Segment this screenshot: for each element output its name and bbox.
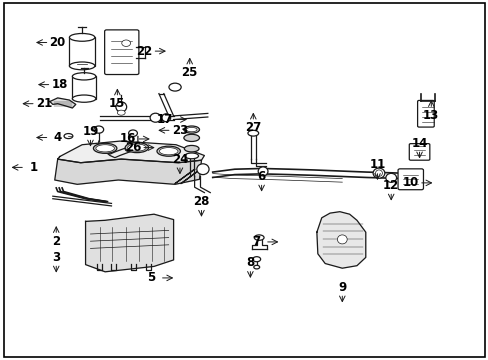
Ellipse shape bbox=[150, 113, 161, 122]
Ellipse shape bbox=[64, 134, 73, 139]
Text: 26: 26 bbox=[124, 141, 141, 154]
Ellipse shape bbox=[122, 40, 130, 46]
Text: 13: 13 bbox=[422, 109, 439, 122]
Ellipse shape bbox=[72, 95, 96, 102]
Polygon shape bbox=[50, 98, 76, 108]
Ellipse shape bbox=[375, 170, 382, 176]
Text: 2: 2 bbox=[52, 235, 60, 248]
Ellipse shape bbox=[183, 126, 199, 133]
Ellipse shape bbox=[162, 114, 170, 122]
Text: 27: 27 bbox=[244, 121, 261, 134]
Text: 5: 5 bbox=[147, 271, 155, 284]
Ellipse shape bbox=[184, 153, 198, 159]
Ellipse shape bbox=[128, 130, 137, 136]
Ellipse shape bbox=[372, 168, 384, 178]
Ellipse shape bbox=[253, 265, 259, 269]
Text: 11: 11 bbox=[368, 158, 385, 171]
Polygon shape bbox=[72, 76, 96, 99]
FancyBboxPatch shape bbox=[408, 144, 429, 160]
Ellipse shape bbox=[254, 235, 264, 240]
Ellipse shape bbox=[133, 142, 142, 147]
Ellipse shape bbox=[94, 126, 103, 133]
Ellipse shape bbox=[252, 257, 260, 262]
Ellipse shape bbox=[196, 164, 209, 175]
Ellipse shape bbox=[125, 143, 148, 153]
Ellipse shape bbox=[117, 110, 125, 115]
Text: 10: 10 bbox=[402, 176, 418, 189]
Ellipse shape bbox=[184, 145, 199, 152]
Ellipse shape bbox=[69, 62, 95, 70]
Text: 23: 23 bbox=[171, 124, 188, 137]
FancyBboxPatch shape bbox=[417, 100, 433, 127]
Text: 4: 4 bbox=[54, 131, 61, 144]
Text: 17: 17 bbox=[157, 113, 173, 126]
Ellipse shape bbox=[127, 144, 146, 151]
Text: 15: 15 bbox=[109, 97, 125, 110]
Ellipse shape bbox=[247, 130, 258, 136]
Text: 18: 18 bbox=[51, 78, 68, 91]
Ellipse shape bbox=[258, 167, 267, 176]
Ellipse shape bbox=[159, 148, 178, 155]
FancyBboxPatch shape bbox=[397, 169, 423, 190]
Text: 12: 12 bbox=[382, 179, 399, 192]
Ellipse shape bbox=[337, 235, 346, 244]
Ellipse shape bbox=[96, 145, 114, 152]
Text: 6: 6 bbox=[257, 170, 265, 183]
Polygon shape bbox=[55, 159, 201, 184]
Text: 3: 3 bbox=[52, 251, 60, 264]
Text: 25: 25 bbox=[181, 66, 198, 79]
Text: 19: 19 bbox=[82, 125, 99, 138]
Text: 24: 24 bbox=[171, 153, 188, 166]
Ellipse shape bbox=[157, 146, 180, 156]
Polygon shape bbox=[85, 214, 173, 272]
Text: 8: 8 bbox=[246, 256, 254, 269]
Text: 7: 7 bbox=[252, 235, 260, 248]
Text: 28: 28 bbox=[193, 195, 209, 208]
Ellipse shape bbox=[72, 73, 96, 80]
Ellipse shape bbox=[125, 147, 134, 152]
FancyBboxPatch shape bbox=[104, 30, 139, 75]
Text: 9: 9 bbox=[338, 281, 346, 294]
Text: 22: 22 bbox=[136, 45, 152, 58]
Polygon shape bbox=[58, 141, 204, 163]
Ellipse shape bbox=[169, 83, 181, 91]
Polygon shape bbox=[316, 212, 365, 268]
Ellipse shape bbox=[93, 143, 117, 153]
Ellipse shape bbox=[69, 33, 95, 41]
Text: 16: 16 bbox=[120, 132, 136, 145]
Text: 20: 20 bbox=[49, 36, 66, 49]
Ellipse shape bbox=[385, 174, 396, 182]
Text: 1: 1 bbox=[29, 161, 37, 174]
Ellipse shape bbox=[116, 102, 126, 112]
Ellipse shape bbox=[183, 134, 199, 141]
Text: 21: 21 bbox=[36, 97, 52, 110]
Polygon shape bbox=[69, 37, 95, 66]
Text: 14: 14 bbox=[410, 137, 427, 150]
Ellipse shape bbox=[186, 127, 197, 132]
